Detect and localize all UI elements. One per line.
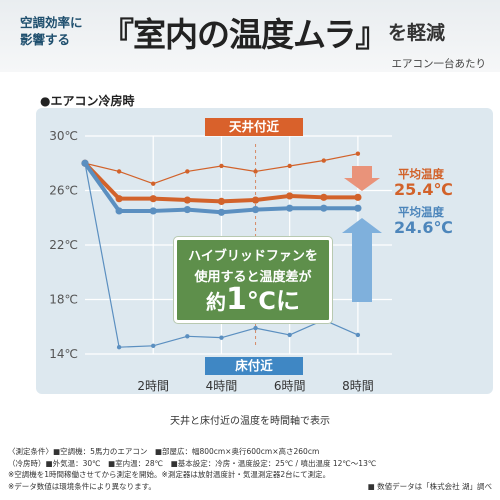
callout-prefix: 約 bbox=[206, 290, 227, 314]
callout-line-1: ハイブリッドファンを bbox=[188, 249, 318, 264]
intro-line-2: 影響する bbox=[20, 32, 71, 47]
measurement-conditions: 〈測定条件〉■空調機：5馬力のエアコン ■部屋広：幅800cm×奥行600cm×… bbox=[8, 446, 376, 492]
callout-suffix: ℃に bbox=[246, 287, 300, 315]
conditions-line-3: ※空調機を1時間稼働させてから測定を開始。※測定器は放射温度計・気温測定器2台に… bbox=[8, 470, 331, 479]
data-point bbox=[116, 169, 122, 174]
data-point bbox=[354, 193, 362, 201]
ceiling-label: 天井付近 bbox=[228, 119, 279, 134]
data-point bbox=[219, 335, 224, 340]
data-point bbox=[151, 181, 156, 186]
up-arrow-icon bbox=[342, 218, 382, 302]
y-tick-label: 22℃ bbox=[49, 238, 78, 252]
data-point bbox=[115, 195, 123, 203]
intro-text: 空調効率に 影響する bbox=[20, 14, 83, 48]
data-point bbox=[151, 343, 156, 349]
data-point bbox=[183, 196, 191, 204]
floor-label: 床付近 bbox=[235, 358, 273, 373]
floor-avg-value: 24.6℃ bbox=[394, 218, 453, 237]
callout-line-3: 約1℃に bbox=[177, 285, 329, 319]
unit-note: エアコン一台あたり bbox=[391, 58, 487, 70]
data-point bbox=[185, 334, 190, 339]
data-point bbox=[253, 325, 258, 331]
ceiling-avg-value: 25.4℃ bbox=[394, 180, 453, 199]
chart-caption: 天井と床付近の温度を時間軸で表示 bbox=[170, 416, 330, 427]
ceiling-avg-label: 平均温度 bbox=[398, 167, 444, 181]
conditions-line-1: 〈測定条件〉■空調機：5馬力のエアコン ■部屋広：幅800cm×奥行600cm×… bbox=[8, 447, 320, 456]
down-arrow-icon bbox=[344, 166, 380, 191]
data-point bbox=[355, 332, 361, 338]
data-point bbox=[286, 192, 294, 200]
conditions-line-2: （冷房時）■外気温：30℃ ■室内温：28℃ ■基本設定：冷房・温度設定：25℃… bbox=[8, 458, 377, 468]
data-point bbox=[217, 208, 226, 216]
x-tick-label: 8時間 bbox=[342, 379, 374, 393]
y-tick-label: 18℃ bbox=[49, 293, 78, 307]
data-point bbox=[82, 161, 88, 166]
x-tick-label: 2時間 bbox=[137, 379, 169, 393]
data-point bbox=[287, 332, 292, 338]
x-tick-label: 4時間 bbox=[206, 379, 238, 393]
section-title: ●エアコン冷房時 bbox=[40, 94, 135, 108]
data-point bbox=[217, 197, 226, 205]
data-point bbox=[251, 196, 260, 204]
floor-banner: 床付近 bbox=[205, 357, 303, 375]
headline: 『室内の温度ムラ』 bbox=[101, 15, 388, 54]
callout-line-2: 使用すると温度差が bbox=[194, 270, 312, 285]
data-point bbox=[286, 204, 294, 212]
headline-suffix: を軽減 bbox=[388, 22, 446, 44]
data-point bbox=[115, 207, 123, 215]
data-point bbox=[287, 163, 292, 169]
y-tick-label: 30℃ bbox=[49, 129, 78, 143]
data-point bbox=[355, 151, 361, 156]
x-tick-label: 6時間 bbox=[274, 379, 306, 393]
data-point bbox=[320, 204, 328, 212]
y-tick-label: 26℃ bbox=[49, 184, 78, 198]
callout-value: 1 bbox=[226, 282, 247, 317]
data-point bbox=[183, 205, 191, 214]
y-tick-label: 14℃ bbox=[49, 347, 78, 361]
callout-box: ハイブリッドファンを 使用すると温度差が 約1℃に bbox=[174, 237, 332, 323]
intro-line-1: 空調効率に bbox=[20, 15, 83, 30]
data-point bbox=[185, 169, 190, 174]
conditions-line-4: ※データ数値は環境条件により異なります。 bbox=[8, 481, 156, 491]
data-point bbox=[321, 158, 326, 163]
data-point bbox=[253, 169, 258, 174]
data-point bbox=[354, 204, 362, 212]
data-point bbox=[219, 163, 224, 169]
header-band: 空調効率に 影響する 『室内の温度ムラ』 を軽減 エアコン一台あたり bbox=[0, 0, 500, 72]
data-point bbox=[251, 205, 260, 214]
data-point bbox=[116, 344, 122, 350]
data-credit: ■ 数値データは「株式会社 湖」調べ bbox=[367, 482, 492, 491]
data-point bbox=[320, 193, 328, 201]
data-point bbox=[149, 207, 157, 215]
ceiling-banner: 天井付近 bbox=[205, 118, 303, 136]
data-point bbox=[149, 195, 157, 203]
floor-avg-label: 平均温度 bbox=[398, 205, 444, 219]
